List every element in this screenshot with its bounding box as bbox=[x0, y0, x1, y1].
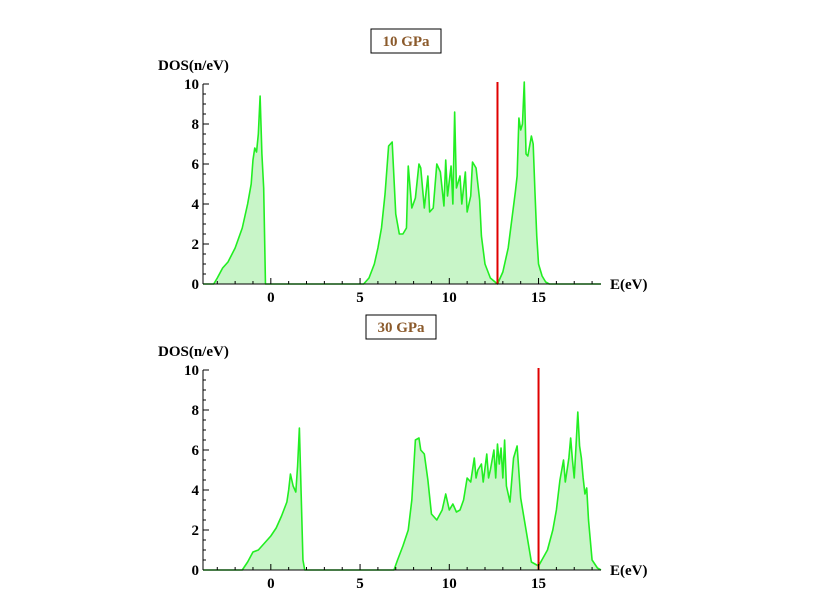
dos-area-fill bbox=[203, 412, 601, 570]
y-tick-label: 2 bbox=[192, 523, 200, 539]
x-axis-label: E(eV) bbox=[610, 563, 648, 579]
y-tick-label: 0 bbox=[192, 563, 200, 579]
dos-panel-2: 30 GPa 0 5 10 15 0 2 4 6 8 10 DOS(n/eV) E(eV) bbox=[158, 314, 648, 592]
y-tick-label: 6 bbox=[192, 157, 200, 173]
y-tick-label: 4 bbox=[192, 197, 200, 213]
panel-title: 10 GPa bbox=[382, 34, 430, 50]
y-tick-label: 0 bbox=[192, 277, 200, 293]
panel-title: 30 GPa bbox=[377, 320, 425, 336]
x-tick-label: 15 bbox=[531, 290, 546, 306]
dos-line bbox=[203, 81, 601, 285]
panel-title-box bbox=[370, 28, 442, 54]
x-tick-label: 10 bbox=[442, 576, 457, 592]
y-tick-label: 2 bbox=[192, 237, 200, 253]
dos-line bbox=[203, 411, 602, 571]
x-tick-label: 5 bbox=[356, 290, 364, 306]
y-axis-label: DOS(n/eV) bbox=[158, 58, 229, 74]
x-axis-label: E(eV) bbox=[610, 277, 648, 293]
x-tick-label: 15 bbox=[531, 576, 546, 592]
y-tick-label: 8 bbox=[192, 403, 200, 419]
x-tick-label: 0 bbox=[267, 290, 275, 306]
y-tick-label: 8 bbox=[192, 117, 200, 133]
x-tick-label: 10 bbox=[442, 290, 457, 306]
y-tick-label: 10 bbox=[184, 363, 199, 379]
dos-panel-1: 10 GPa 0 5 10 15 0 2 4 6 8 10 DOS(n/eV) E(eV) bbox=[158, 28, 648, 306]
y-tick-label: 10 bbox=[184, 77, 199, 93]
y-axis-label: DOS(n/eV) bbox=[158, 344, 229, 360]
x-tick-label: 0 bbox=[267, 576, 275, 592]
x-tick-label: 5 bbox=[356, 576, 364, 592]
dos-area-fill bbox=[203, 82, 601, 284]
y-tick-label: 4 bbox=[192, 483, 200, 499]
panel-title-box bbox=[365, 314, 437, 340]
y-tick-label: 6 bbox=[192, 443, 200, 459]
